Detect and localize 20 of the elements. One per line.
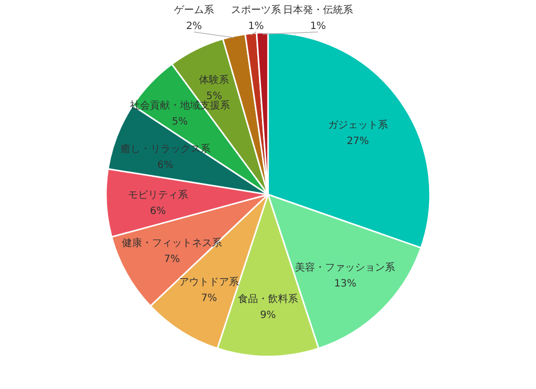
data-label: 2% bbox=[186, 21, 202, 32]
slice-label: ガジェット系 bbox=[328, 119, 388, 132]
data-label: 5% bbox=[172, 116, 188, 128]
data-label: 7% bbox=[201, 293, 217, 304]
data-label: 6% bbox=[157, 160, 174, 172]
data-label: 27% bbox=[346, 136, 369, 148]
slice-label: 体験系 bbox=[199, 74, 230, 86]
slice-label: 美容・ファッション系 bbox=[295, 262, 396, 274]
data-label: 6% bbox=[150, 206, 166, 217]
data-label: 7% bbox=[164, 254, 180, 265]
slice-label: ゲーム系 bbox=[174, 4, 214, 16]
slice-label: 日本発・伝統系 bbox=[283, 4, 353, 16]
data-label: 1% bbox=[248, 21, 264, 32]
slice-label: スポーツ系 bbox=[231, 4, 281, 16]
data-label: 9% bbox=[260, 310, 276, 322]
slice-label: 食品・飲料系 bbox=[238, 293, 298, 306]
data-label: 1% bbox=[310, 21, 326, 32]
slice-label: モビリティ系 bbox=[128, 188, 188, 201]
data-label: 13% bbox=[334, 278, 356, 290]
slice-label: 癒し・リラックス系 bbox=[120, 143, 210, 156]
